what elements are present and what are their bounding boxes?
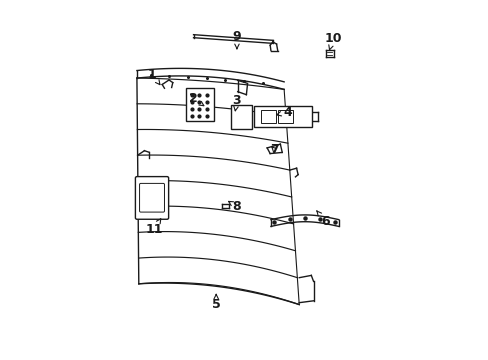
Text: 8: 8 (228, 200, 241, 213)
Text: 9: 9 (232, 30, 241, 49)
Text: 10: 10 (324, 32, 341, 50)
Text: 1: 1 (147, 68, 160, 85)
Text: 3: 3 (232, 94, 241, 111)
FancyBboxPatch shape (135, 177, 168, 219)
Text: 2: 2 (189, 93, 203, 106)
Text: 11: 11 (145, 219, 163, 235)
FancyBboxPatch shape (139, 183, 164, 212)
Text: 4: 4 (276, 105, 292, 118)
FancyBboxPatch shape (185, 87, 214, 121)
Text: 6: 6 (316, 211, 329, 228)
FancyBboxPatch shape (261, 110, 275, 123)
Text: 5: 5 (211, 294, 220, 311)
Text: 7: 7 (270, 143, 279, 156)
FancyBboxPatch shape (231, 104, 251, 129)
FancyBboxPatch shape (253, 107, 312, 127)
FancyBboxPatch shape (278, 110, 292, 123)
